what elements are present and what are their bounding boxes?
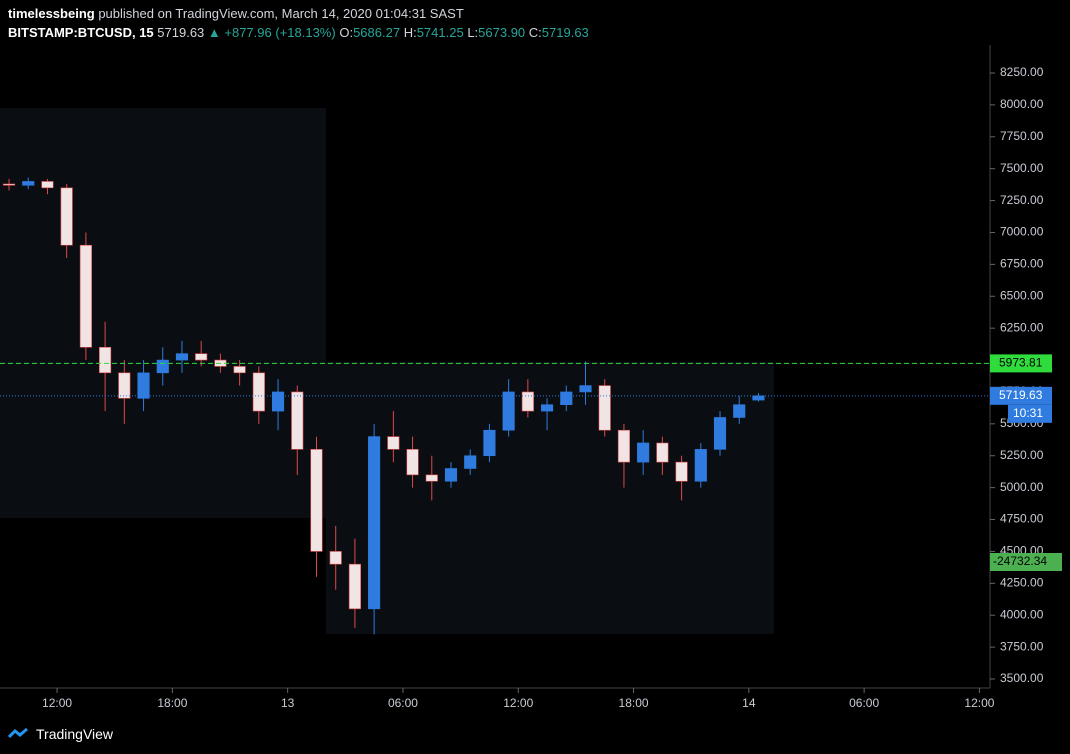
countdown-badge [1008,404,1052,423]
y-tick-label: 6750.00 [1000,257,1044,271]
ohlc-value: 5686.27 [353,25,401,40]
author: timelessbeing [8,6,95,21]
y-tick-label: 4250.00 [1000,575,1044,589]
candle-body [348,563,361,610]
published: published on TradingView.com, March 14, … [98,6,464,21]
candle-body [541,404,554,412]
ohlc-label: L: [467,25,479,40]
candle-body [464,455,477,469]
x-tick-label: 06:00 [388,696,418,710]
ohlc-label: C: [528,25,542,40]
candle-body [156,359,169,374]
y-tick-label: 6250.00 [1000,320,1044,334]
candle-body [560,391,573,406]
y-tick-label: 3500.00 [1000,671,1044,685]
session-shade [0,108,326,518]
symbol: BITSTAMP:BTCUSD, 15 [8,25,154,40]
candle-body [752,395,765,401]
candle-body [233,366,246,374]
candle-body [79,244,92,348]
indicator-badge [990,553,1062,571]
y-tick-label: 8250.00 [1000,65,1044,79]
candle-body [733,404,746,418]
last-price: 5719.63 [157,25,205,40]
candle-body [444,468,458,482]
change: ▲ +877.96 (+18.13%) [207,25,336,40]
brand: TradingView [36,726,114,742]
y-tick-label: 4750.00 [1000,512,1044,526]
candle-body [60,187,73,246]
indicator-label: -24732.34 [993,554,1047,568]
y-tick-label: 4000.00 [1000,607,1044,621]
candle-body [656,442,669,463]
candle-body [41,181,54,189]
candle-body [118,372,131,399]
ohlc-value: 5673.90 [478,25,526,40]
candle-body [637,442,650,463]
y-tick-label: 6500.00 [1000,288,1044,302]
candle-body [425,474,438,482]
price-badge [990,354,1052,373]
candle-body [521,391,534,412]
x-tick-label: 12:00 [42,696,72,710]
ohlc-value: 5719.63 [541,25,589,40]
y-tick-label: 7750.00 [1000,129,1044,143]
price-badge-label: 5973.81 [999,356,1043,370]
footer: TradingView [8,726,113,742]
y-tick-label: 5000.00 [1000,480,1044,494]
countdown: 10:31 [1013,406,1043,420]
y-tick-label: 8000.00 [1000,97,1044,111]
candle-body [368,436,381,610]
candle-body [310,449,323,552]
x-tick-label: 18:00 [157,696,187,710]
logo [8,727,28,739]
x-tick-label: 13 [281,696,295,710]
ohlc-label: O: [339,25,354,40]
candle-body [99,346,112,374]
candle-body [137,372,150,399]
y-tick-label: 3750.00 [1000,639,1044,653]
candle-body [329,551,342,565]
ohlc-label: H: [403,25,417,40]
candle-body [271,391,285,412]
candle-body [483,429,496,457]
candle-body [252,372,265,412]
ohlc: O:5686.27 H:5741.25 L:5673.90 C:5719.63 [339,25,588,40]
candle-body [22,181,35,186]
candle-body [675,461,688,482]
y-tick-label: 7250.00 [1000,193,1044,207]
header: timelessbeing published on TradingView.c… [8,4,589,42]
y-tick-label: 5250.00 [1000,448,1044,462]
candle-body [713,417,727,450]
candle-body [694,449,707,482]
price-badge-label: 5719.63 [999,388,1043,402]
x-tick-label: 12:00 [503,696,533,710]
candle-body [2,183,16,186]
candle-body [291,391,304,450]
ohlc-value: 5741.25 [416,25,464,40]
candle-body [598,385,611,431]
candle-body [387,436,400,450]
x-tick-label: 12:00 [964,696,994,710]
x-tick-label: 06:00 [849,696,879,710]
x-tick-label: 18:00 [619,696,649,710]
y-tick-label: 7000.00 [1000,225,1044,239]
candle-body [406,449,419,476]
price-badge [990,386,1052,405]
candle-body [175,353,189,361]
candle-body [617,429,631,463]
candle-body [502,391,515,431]
session-shade [326,362,774,634]
y-tick-label: 7500.00 [1000,161,1044,175]
x-tick-label: 14 [742,696,756,710]
candle-body [195,353,208,361]
candle-body [579,385,592,393]
